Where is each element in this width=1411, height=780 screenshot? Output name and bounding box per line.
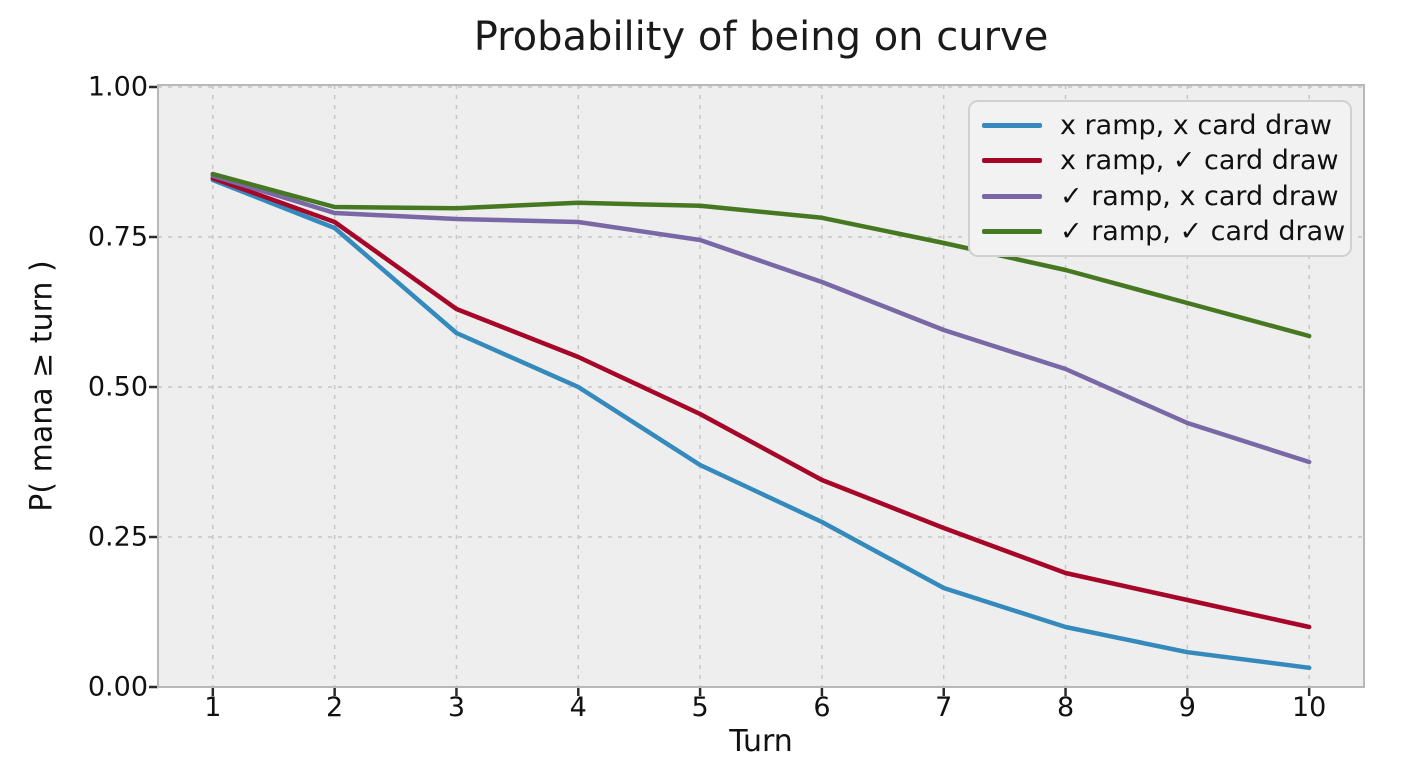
series-line-2 (210, 173, 1312, 465)
legend-item: x ramp, x card draw (982, 112, 1340, 139)
series-line-3 (210, 171, 1312, 339)
legend-label: x ramp, ✓ card draw (1060, 145, 1339, 177)
legend-item: x ramp, ✓ card draw (982, 147, 1340, 174)
legend-line-sample (982, 158, 1042, 164)
x-tick-label: 8 (1056, 692, 1075, 723)
legend-label: ✓ ramp, ✓ card draw (1060, 215, 1346, 247)
series-line-0 (210, 177, 1312, 671)
y-tick-label: 0.00 (87, 671, 148, 703)
series-line-1 (210, 175, 1312, 630)
y-tick-label: 1.00 (87, 71, 148, 103)
legend: x ramp, x card draw x ramp, ✓ card draw ✓ … (968, 100, 1352, 257)
legend-label: x ramp, x card draw (1060, 110, 1332, 142)
x-tick-label: 3 (447, 692, 466, 723)
chart-title: Probability of being on curve (473, 14, 1049, 60)
y-tick-label: 0.50 (87, 371, 148, 403)
x-tick-label: 9 (1178, 692, 1196, 723)
legend-line-sample (982, 228, 1042, 234)
x-tick-label: 6 (813, 692, 831, 723)
x-tick-label: 1 (204, 692, 222, 723)
y-tick-label: 0.75 (87, 221, 148, 253)
legend-item: ✓ ramp, ✓ card draw (982, 218, 1345, 245)
legend-line-sample (982, 193, 1042, 199)
x-tick-label: 10 (1291, 692, 1327, 723)
x-tick-label: 2 (326, 692, 344, 723)
legend-label: ✓ ramp, x card draw (1060, 180, 1339, 212)
x-tick-label: 5 (691, 692, 709, 723)
y-tick-label: 0.25 (87, 521, 148, 553)
axes-spines (157, 84, 1365, 688)
x-axis-label: Turn (729, 724, 793, 759)
x-tick-label: 4 (569, 692, 587, 723)
x-tick-label: 7 (935, 692, 953, 723)
legend-line-sample (982, 123, 1042, 129)
legend-item: ✓ ramp, x card draw (982, 183, 1340, 210)
